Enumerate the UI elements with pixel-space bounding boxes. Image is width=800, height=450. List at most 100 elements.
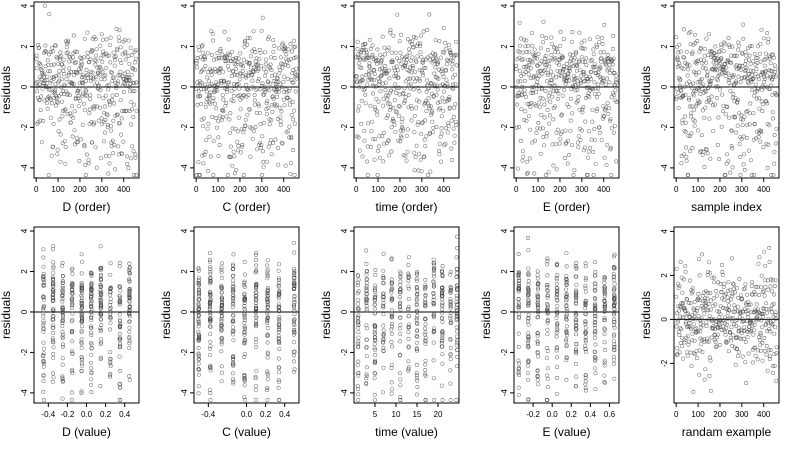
data-point xyxy=(196,354,201,359)
data-point xyxy=(683,60,688,65)
data-point xyxy=(554,130,559,135)
data-point xyxy=(253,321,258,326)
data-point xyxy=(731,282,736,287)
data-point xyxy=(98,326,103,331)
data-point xyxy=(455,234,460,239)
data-point xyxy=(601,75,605,80)
data-point xyxy=(406,297,411,301)
data-point xyxy=(378,61,383,66)
data-point xyxy=(564,264,569,269)
data-point xyxy=(196,357,201,362)
data-point xyxy=(415,378,420,383)
data-point xyxy=(265,272,270,277)
x-tick-label: 300 xyxy=(735,185,749,194)
data-point xyxy=(388,90,393,95)
data-point xyxy=(743,62,748,67)
data-point xyxy=(207,324,212,329)
data-point xyxy=(450,62,455,67)
data-point xyxy=(355,383,360,388)
data-point xyxy=(208,259,212,264)
data-point xyxy=(71,82,76,87)
data-point xyxy=(265,288,270,293)
data-point xyxy=(545,385,550,389)
data-point xyxy=(269,118,274,123)
data-point xyxy=(288,57,293,62)
data-point xyxy=(70,296,75,301)
data-point xyxy=(84,79,89,83)
data-point xyxy=(588,145,593,150)
data-point xyxy=(690,86,695,91)
data-point xyxy=(374,96,379,101)
data-point xyxy=(80,303,84,308)
data-point xyxy=(589,77,593,82)
data-point xyxy=(394,90,399,95)
data-point xyxy=(118,299,123,304)
data-point xyxy=(81,101,86,106)
data-point xyxy=(726,36,731,40)
data-point xyxy=(239,144,244,149)
data-point xyxy=(584,56,589,61)
data-point xyxy=(413,155,418,159)
data-point xyxy=(598,66,603,71)
data-point xyxy=(587,37,592,42)
data-point xyxy=(290,49,294,54)
data-point xyxy=(406,279,411,283)
data-point xyxy=(79,299,84,304)
data-point xyxy=(265,99,270,104)
data-point xyxy=(214,56,219,61)
data-point xyxy=(440,95,445,100)
data-point xyxy=(208,154,213,159)
data-point xyxy=(558,136,563,141)
y-tick-label: -2 xyxy=(20,348,29,356)
data-point xyxy=(707,116,712,121)
data-point xyxy=(98,301,103,306)
data-point xyxy=(425,101,430,106)
data-point xyxy=(445,82,450,87)
data-point xyxy=(41,247,46,252)
data-point xyxy=(196,160,201,165)
data-point xyxy=(42,80,47,85)
data-point xyxy=(250,78,255,83)
data-point xyxy=(251,129,256,134)
data-point xyxy=(600,116,605,121)
data-point xyxy=(549,52,554,57)
data-point xyxy=(219,364,224,369)
data-point xyxy=(737,315,742,320)
data-point xyxy=(381,365,386,370)
data-point xyxy=(357,85,362,90)
data-point xyxy=(588,59,593,64)
data-point xyxy=(398,133,403,138)
data-point xyxy=(89,286,93,290)
data-point xyxy=(368,46,373,51)
data-point xyxy=(208,269,213,274)
data-point xyxy=(85,30,90,35)
data-point xyxy=(287,135,292,140)
data-point xyxy=(49,63,54,68)
data-point xyxy=(548,81,553,85)
data-point xyxy=(235,60,240,65)
data-point xyxy=(50,275,55,280)
data-point xyxy=(206,168,211,173)
data-point xyxy=(253,340,258,345)
data-point xyxy=(237,77,242,82)
data-point xyxy=(89,390,94,394)
data-point xyxy=(291,332,296,337)
data-point xyxy=(243,272,247,277)
data-point xyxy=(392,98,397,103)
data-point xyxy=(689,131,694,136)
data-point xyxy=(89,283,94,288)
data-point xyxy=(770,289,774,294)
data-point xyxy=(678,326,683,331)
data-point xyxy=(416,99,421,104)
x-tick-label: -0.2 xyxy=(61,410,75,419)
data-point xyxy=(734,53,739,58)
data-point xyxy=(566,104,571,109)
data-point xyxy=(675,352,680,357)
data-point xyxy=(127,295,132,300)
data-point xyxy=(416,168,421,173)
data-point xyxy=(133,67,138,72)
data-point xyxy=(416,120,421,125)
data-point xyxy=(292,240,296,245)
data-point xyxy=(443,40,448,45)
data-point xyxy=(767,260,772,265)
